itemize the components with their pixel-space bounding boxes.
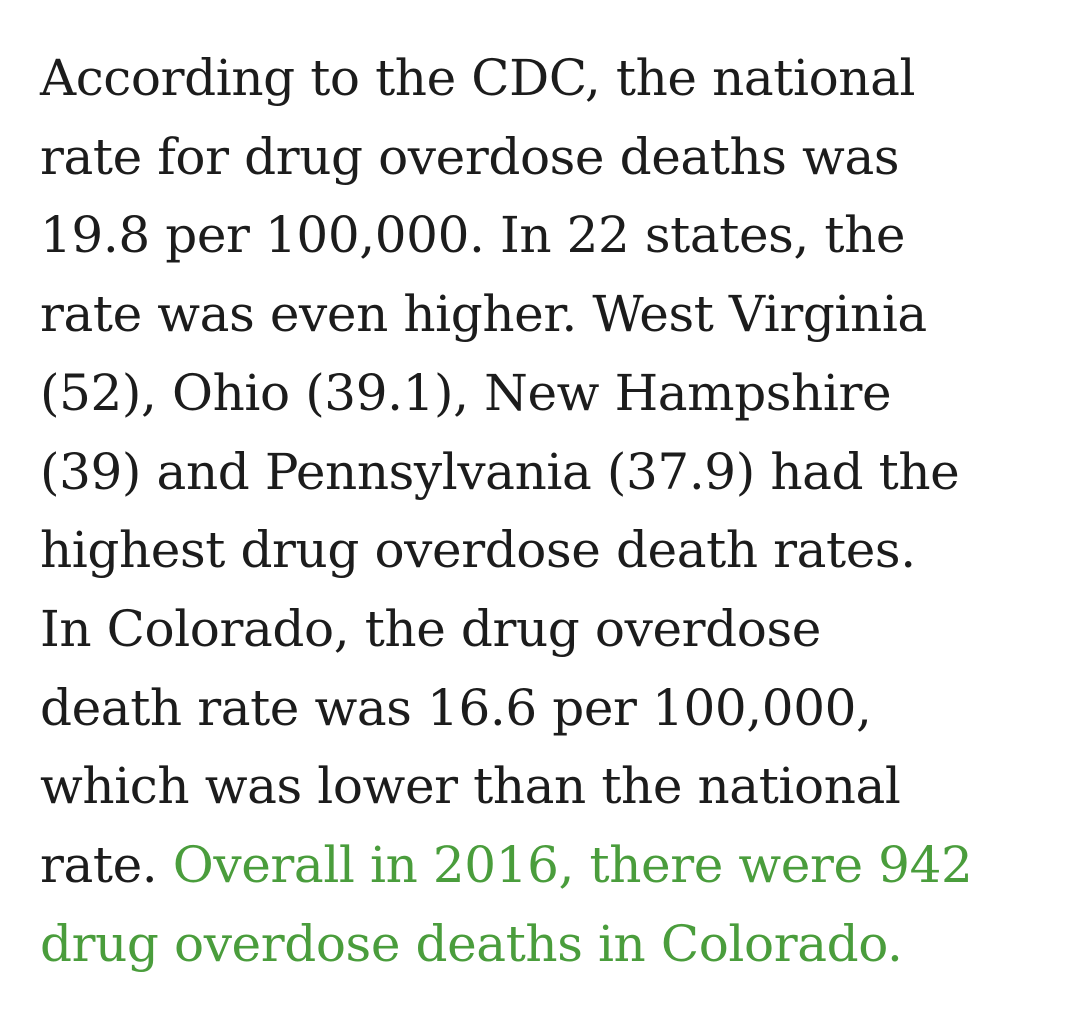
text-line: death rate was 16.6 per 100,000, — [40, 678, 872, 737]
text-line: (39) and Pennsylvania (37.9) had the — [40, 442, 960, 501]
text-line: (52), Ohio (39.1), New Hampshire — [40, 363, 892, 422]
article-paragraph: According to the CDC, the national rate … — [40, 39, 1050, 983]
text-line: According to the CDC, the national — [40, 49, 916, 107]
text-line: highest drug overdose death rates. — [40, 521, 916, 580]
text-line: which was lower than the national — [40, 757, 901, 816]
highlighted-text-line: drug overdose deaths in Colorado. — [40, 914, 903, 973]
text-plain: rate. — [40, 836, 173, 895]
text-line: rate was even higher. West Virginia — [40, 285, 927, 344]
text-line: rate for drug overdose deaths was — [40, 127, 900, 186]
highlighted-text: Overall in 2016, there were 942 — [172, 836, 973, 895]
text-line-mixed: rate. Overall in 2016, there were 942 — [40, 826, 1050, 905]
text-line: In Colorado, the drug overdose — [40, 599, 821, 658]
text-line: 19.8 per 100,000. In 22 states, the — [40, 206, 906, 265]
